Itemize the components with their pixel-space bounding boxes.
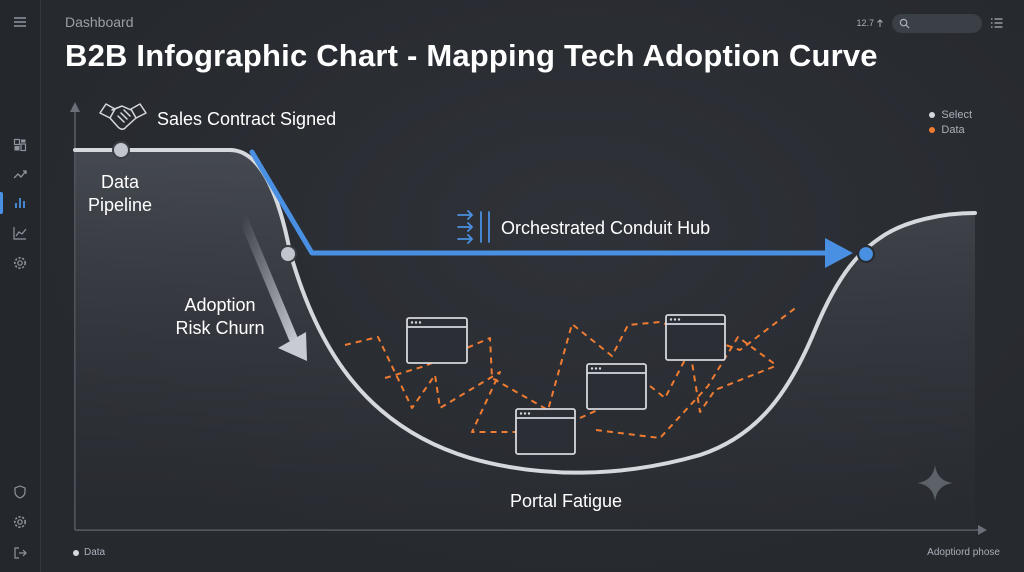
label-adoption-risk-1: Adoption [184, 295, 255, 315]
zoom-level[interactable]: 12.7 [856, 18, 884, 28]
y-axis-arrow [70, 102, 80, 112]
label-data-pipeline-2: Pipeline [88, 195, 152, 215]
sparkle-icon [917, 465, 953, 501]
label-data-pipeline-1: Data [101, 172, 140, 192]
shield-icon[interactable] [12, 484, 28, 500]
conduit-hub-icon [457, 210, 490, 244]
sidebar [0, 0, 41, 572]
search-icon [899, 18, 910, 29]
label-portal-fatigue: Portal Fatigue [510, 491, 622, 511]
legend-item-data[interactable]: Data [929, 122, 972, 137]
portal-windows [406, 314, 726, 455]
line-chart-icon[interactable] [12, 225, 28, 241]
curve-node[interactable] [279, 245, 297, 263]
trend-icon[interactable] [12, 166, 28, 182]
bar-chart-icon[interactable] [12, 195, 28, 211]
footer-legend-label: Data [84, 547, 106, 558]
label-conduit-hub: Orchestrated Conduit Hub [501, 218, 710, 238]
arrow-up-icon [877, 19, 883, 27]
list-menu-icon[interactable] [990, 16, 1004, 30]
logout-icon[interactable] [12, 545, 28, 561]
curve-node[interactable] [112, 141, 130, 159]
legend: Select Data [929, 107, 972, 137]
settings-icon[interactable] [12, 514, 28, 530]
window-icon [406, 317, 468, 364]
legend-label: Data [941, 123, 965, 136]
sidebar-active-indicator [0, 192, 3, 214]
page-title: B2B Infographic Chart - Mapping Tech Ado… [65, 38, 878, 73]
dashboard-icon[interactable] [12, 137, 28, 153]
curve-area [75, 150, 975, 530]
label-adoption-risk-2: Risk Churn [175, 318, 264, 338]
settings-icon[interactable] [12, 255, 28, 271]
zoom-value: 12.7 [856, 18, 874, 28]
legend-dot [929, 111, 936, 118]
window-icon [515, 408, 576, 455]
handshake-icon [99, 103, 147, 130]
footer-legend[interactable]: Data [73, 547, 105, 558]
x-axis-arrow [978, 525, 987, 535]
legend-dot [73, 549, 79, 556]
breadcrumb[interactable]: Dashboard [65, 14, 134, 30]
window-icon [586, 363, 647, 410]
legend-dot [929, 126, 936, 133]
window-icon [665, 314, 726, 361]
conduit-path [249, 149, 853, 268]
legend-item-select[interactable]: Select [929, 107, 972, 122]
curve-node[interactable] [856, 244, 876, 264]
search-box[interactable] [892, 13, 982, 33]
toolbar: 12.7 [856, 13, 1004, 33]
x-axis-label: Adoptiord phose [927, 547, 1000, 558]
churn-arrow [238, 213, 307, 361]
menu-icon[interactable] [12, 14, 28, 30]
label-sales-contract: Sales Contract Signed [157, 109, 336, 129]
search-input[interactable] [910, 16, 975, 30]
legend-label: Select [941, 108, 972, 121]
